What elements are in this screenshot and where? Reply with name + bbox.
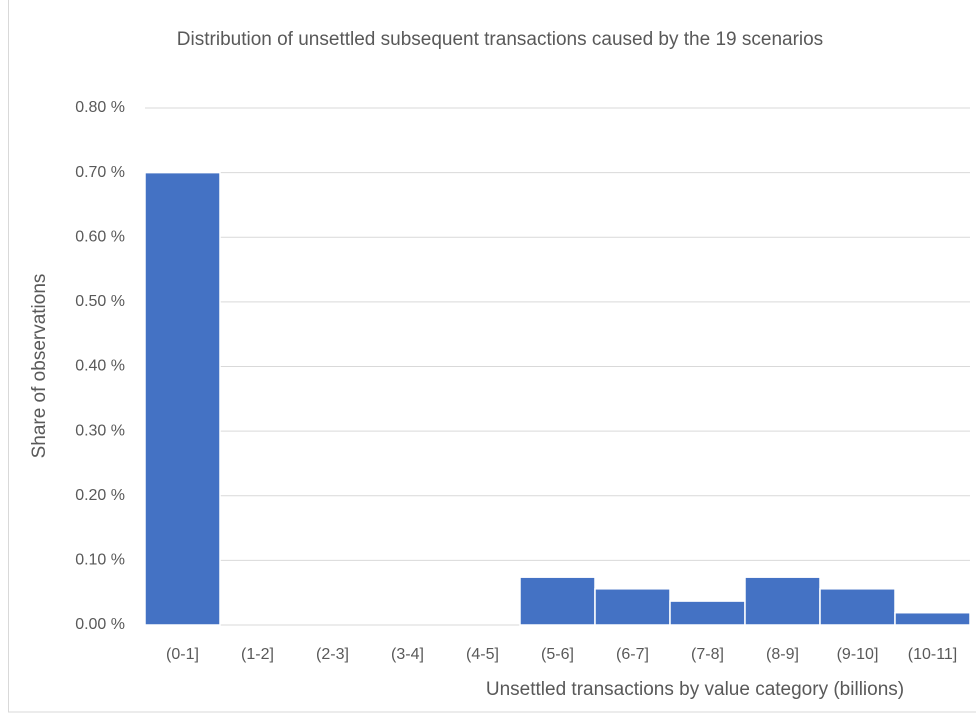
bar <box>519 576 596 626</box>
x-tick-label: (8-9] <box>766 646 799 663</box>
x-tick-label: (6-7] <box>616 646 649 663</box>
x-tick-label: (0-1] <box>166 646 199 663</box>
bar <box>669 600 746 626</box>
x-tick-label: (4-5] <box>466 646 499 663</box>
y-tick-label: 0.80 % <box>75 99 125 116</box>
x-tick-label: (2-3] <box>316 646 349 663</box>
x-tick-label: (10-11] <box>908 646 958 663</box>
y-tick-label: 0.00 % <box>75 616 125 633</box>
x-tick-label: (9-10] <box>837 646 879 663</box>
bar <box>144 171 221 626</box>
x-tick-label: (1-2] <box>241 646 274 663</box>
y-tick-label: 0.50 % <box>75 293 125 310</box>
x-tick-label: (3-4] <box>391 646 424 663</box>
bar <box>744 576 821 626</box>
bar <box>894 611 971 626</box>
y-axis-label: Share of observations <box>29 274 50 459</box>
bar <box>594 588 671 626</box>
y-tick-label: 0.20 % <box>75 487 125 504</box>
y-tick-label: 0.70 % <box>75 164 125 181</box>
y-tick-label: 0.30 % <box>75 422 125 439</box>
x-axis-label: Unsettled transactions by value category… <box>486 679 904 700</box>
y-tick-label: 0.60 % <box>75 228 125 245</box>
x-tick-label: (7-8] <box>691 646 724 663</box>
bar <box>819 588 896 626</box>
y-tick-label: 0.40 % <box>75 358 125 375</box>
chart-title: Distribution of unsettled subsequent tra… <box>176 29 824 50</box>
y-tick-label: 0.10 % <box>75 552 125 569</box>
chart-border <box>8 0 976 713</box>
x-tick-label: (5-6] <box>541 646 574 663</box>
